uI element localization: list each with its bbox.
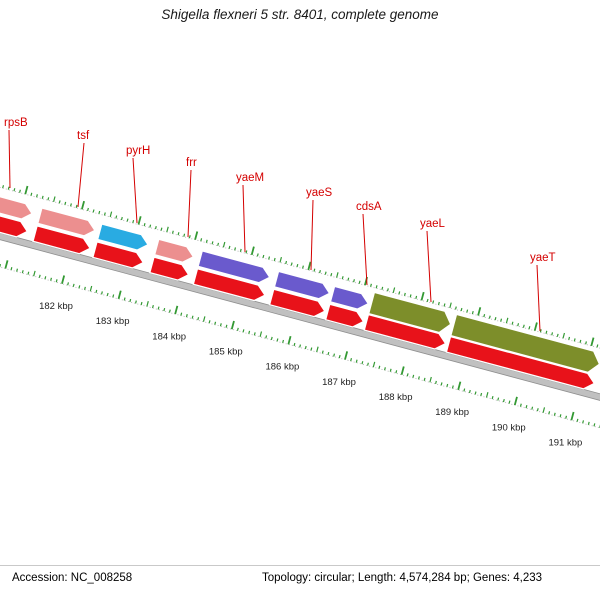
- gene-label-leader: [310, 199, 314, 271]
- ruler-label: 191 kbp: [548, 438, 582, 449]
- ruler-label: 186 kbp: [265, 362, 299, 373]
- gene-label-leader: [426, 230, 432, 303]
- gene-arrow-cds-yaeT[interactable]: [445, 335, 596, 392]
- gene-arrow-cds-pyrH[interactable]: [92, 241, 145, 270]
- gene-label-yaeM[interactable]: yaeM: [236, 172, 264, 184]
- ruler-label: 187 kbp: [322, 377, 356, 388]
- gene-arrow-cds-frr[interactable]: [149, 256, 191, 282]
- gene-arrow-cdsA[interactable]: [329, 285, 370, 311]
- gene-label-rpsB[interactable]: rpsB: [4, 117, 28, 129]
- inner-ruler-half-ticks: [33, 270, 600, 428]
- gene-label-pyrH[interactable]: pyrH: [126, 145, 150, 157]
- page-title: Shigella flexneri 5 str. 8401, complete …: [161, 7, 439, 22]
- inner-ruler-major-ticks: [4, 260, 575, 421]
- gene-arrow-yaeT[interactable]: [449, 313, 600, 374]
- gene-label-frr[interactable]: frr: [186, 157, 197, 169]
- gene-arrow-frr[interactable]: [153, 238, 196, 264]
- annotation-layer: 182 kbp 183 kbp 184 kbp 185 kbp 186 kbp 187 k…: [4, 117, 582, 449]
- gene-label-leader: [132, 157, 138, 224]
- gene-arrow-tsf[interactable]: [36, 207, 97, 238]
- gene-arrow-cds-rpsB[interactable]: [0, 207, 29, 239]
- gene-arrow-pyrH[interactable]: [96, 223, 150, 252]
- gene-label-yaeT[interactable]: yaeT: [530, 252, 556, 264]
- ruler-label: 188 kbp: [379, 392, 413, 403]
- ruler-label: 184 kbp: [152, 331, 186, 342]
- gene-label-yaeS[interactable]: yaeS: [306, 187, 333, 199]
- ruler-label: 190 kbp: [492, 422, 526, 433]
- inner-ruler-minor-ticks: [0, 259, 600, 432]
- gene-arrow-cds-yaeS[interactable]: [268, 288, 327, 319]
- gene-arrow-rpsB[interactable]: [0, 189, 34, 221]
- gene-arrow-yaeS[interactable]: [273, 270, 331, 301]
- gene-label-leader: [242, 184, 246, 253]
- gene-arrow-cds-tsf[interactable]: [32, 225, 92, 256]
- ruler-label: 185 kbp: [209, 347, 243, 358]
- statusbar-divider: [0, 565, 600, 566]
- gene-label-leader: [536, 264, 541, 332]
- ruler-label: 189 kbp: [435, 407, 469, 418]
- gene-label-cdsA[interactable]: cdsA: [356, 201, 382, 213]
- gene-label-tsf[interactable]: tsf: [77, 130, 90, 142]
- gene-label-leader: [8, 129, 11, 189]
- gene-arrow-yaeL[interactable]: [367, 291, 454, 334]
- gene-label-leader: [362, 213, 368, 286]
- gene-label-leader: [77, 142, 85, 208]
- ruler-label: 183 kbp: [96, 316, 130, 327]
- ruler-label: 182 kbp: [39, 301, 73, 312]
- gene-arrow-cds-cdsA[interactable]: [324, 303, 366, 329]
- gene-label-leader: [187, 169, 192, 238]
- outer-ruler-major-ticks: [24, 185, 595, 347]
- gene-arrow-cds-yaeL[interactable]: [363, 313, 447, 352]
- gene-label-yaeL[interactable]: yaeL: [420, 218, 446, 230]
- status-info: Topology: circular; Length: 4,574,284 bp…: [262, 572, 543, 584]
- outer-ruler-minor-ticks: [2, 185, 600, 357]
- gene-arrow-cds-yaeM[interactable]: [192, 268, 267, 303]
- status-accession: Accession: NC_008258: [12, 572, 133, 584]
- outer-ruler-half-ticks: [53, 196, 600, 354]
- genome-track: [0, 183, 600, 433]
- gene-arrow-yaeM[interactable]: [197, 250, 272, 285]
